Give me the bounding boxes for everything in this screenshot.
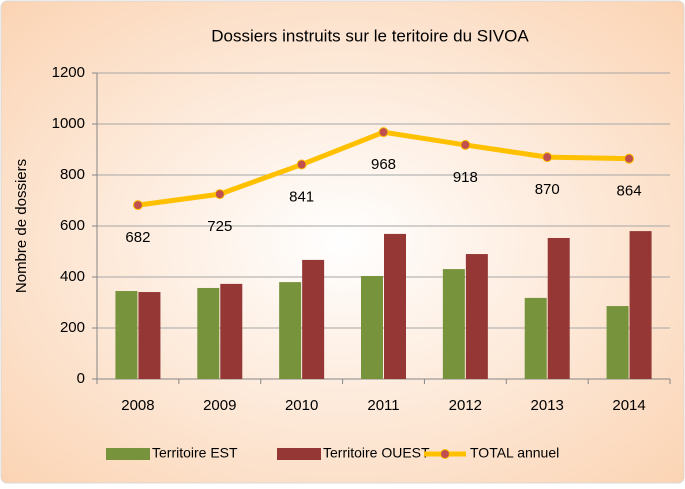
bar — [279, 282, 302, 379]
legend-label: Territoire OUEST — [323, 445, 430, 461]
y-tick-label: 0 — [77, 370, 85, 387]
x-tick-label: 2010 — [285, 397, 318, 414]
bar — [442, 269, 465, 379]
y-tick-label: 400 — [60, 268, 85, 285]
x-tick-label: 2011 — [367, 397, 399, 414]
bar — [220, 283, 243, 379]
data-label: 864 — [617, 183, 642, 200]
marker — [460, 139, 471, 150]
data-label: 870 — [535, 181, 560, 198]
bar — [361, 275, 383, 379]
data-label: 968 — [371, 156, 396, 173]
bar — [138, 292, 161, 379]
y-tick-label: 800 — [60, 166, 85, 183]
y-tick-label: 1200 — [52, 64, 85, 81]
legend-marker — [440, 449, 450, 459]
x-tick-label: 2014 — [612, 397, 645, 414]
bar — [115, 291, 138, 379]
x-tick-label: 2009 — [203, 397, 236, 414]
bar — [606, 306, 629, 379]
legend-label: Territoire EST — [152, 445, 238, 461]
legend-swatch — [277, 448, 321, 460]
chart-title: Dossiers instruits sur le teritoire du S… — [211, 26, 529, 45]
bar — [302, 259, 325, 379]
y-axis-label: Nombre de dossiers — [13, 159, 30, 293]
bar — [384, 233, 406, 379]
marker — [132, 200, 143, 211]
x-tick-label: 2008 — [121, 397, 154, 414]
marker — [624, 153, 635, 164]
data-label: 841 — [289, 189, 314, 206]
data-label: 682 — [125, 229, 150, 246]
data-label: 918 — [453, 169, 478, 186]
bar — [524, 297, 547, 379]
legend-label: TOTAL annuel — [470, 445, 559, 461]
bar — [629, 231, 652, 379]
bar — [465, 254, 488, 379]
bar — [547, 237, 570, 379]
data-label: 725 — [207, 218, 232, 235]
marker — [214, 189, 225, 200]
y-tick-label: 600 — [60, 217, 85, 234]
x-tick-label: 2013 — [531, 397, 564, 414]
marker — [296, 159, 307, 170]
legend-swatch — [106, 448, 150, 460]
bar — [197, 287, 220, 379]
marker — [542, 152, 553, 163]
y-tick-label: 200 — [60, 319, 85, 336]
x-tick-label: 2012 — [449, 397, 482, 414]
y-tick-label: 1000 — [52, 115, 85, 132]
marker — [378, 127, 389, 138]
